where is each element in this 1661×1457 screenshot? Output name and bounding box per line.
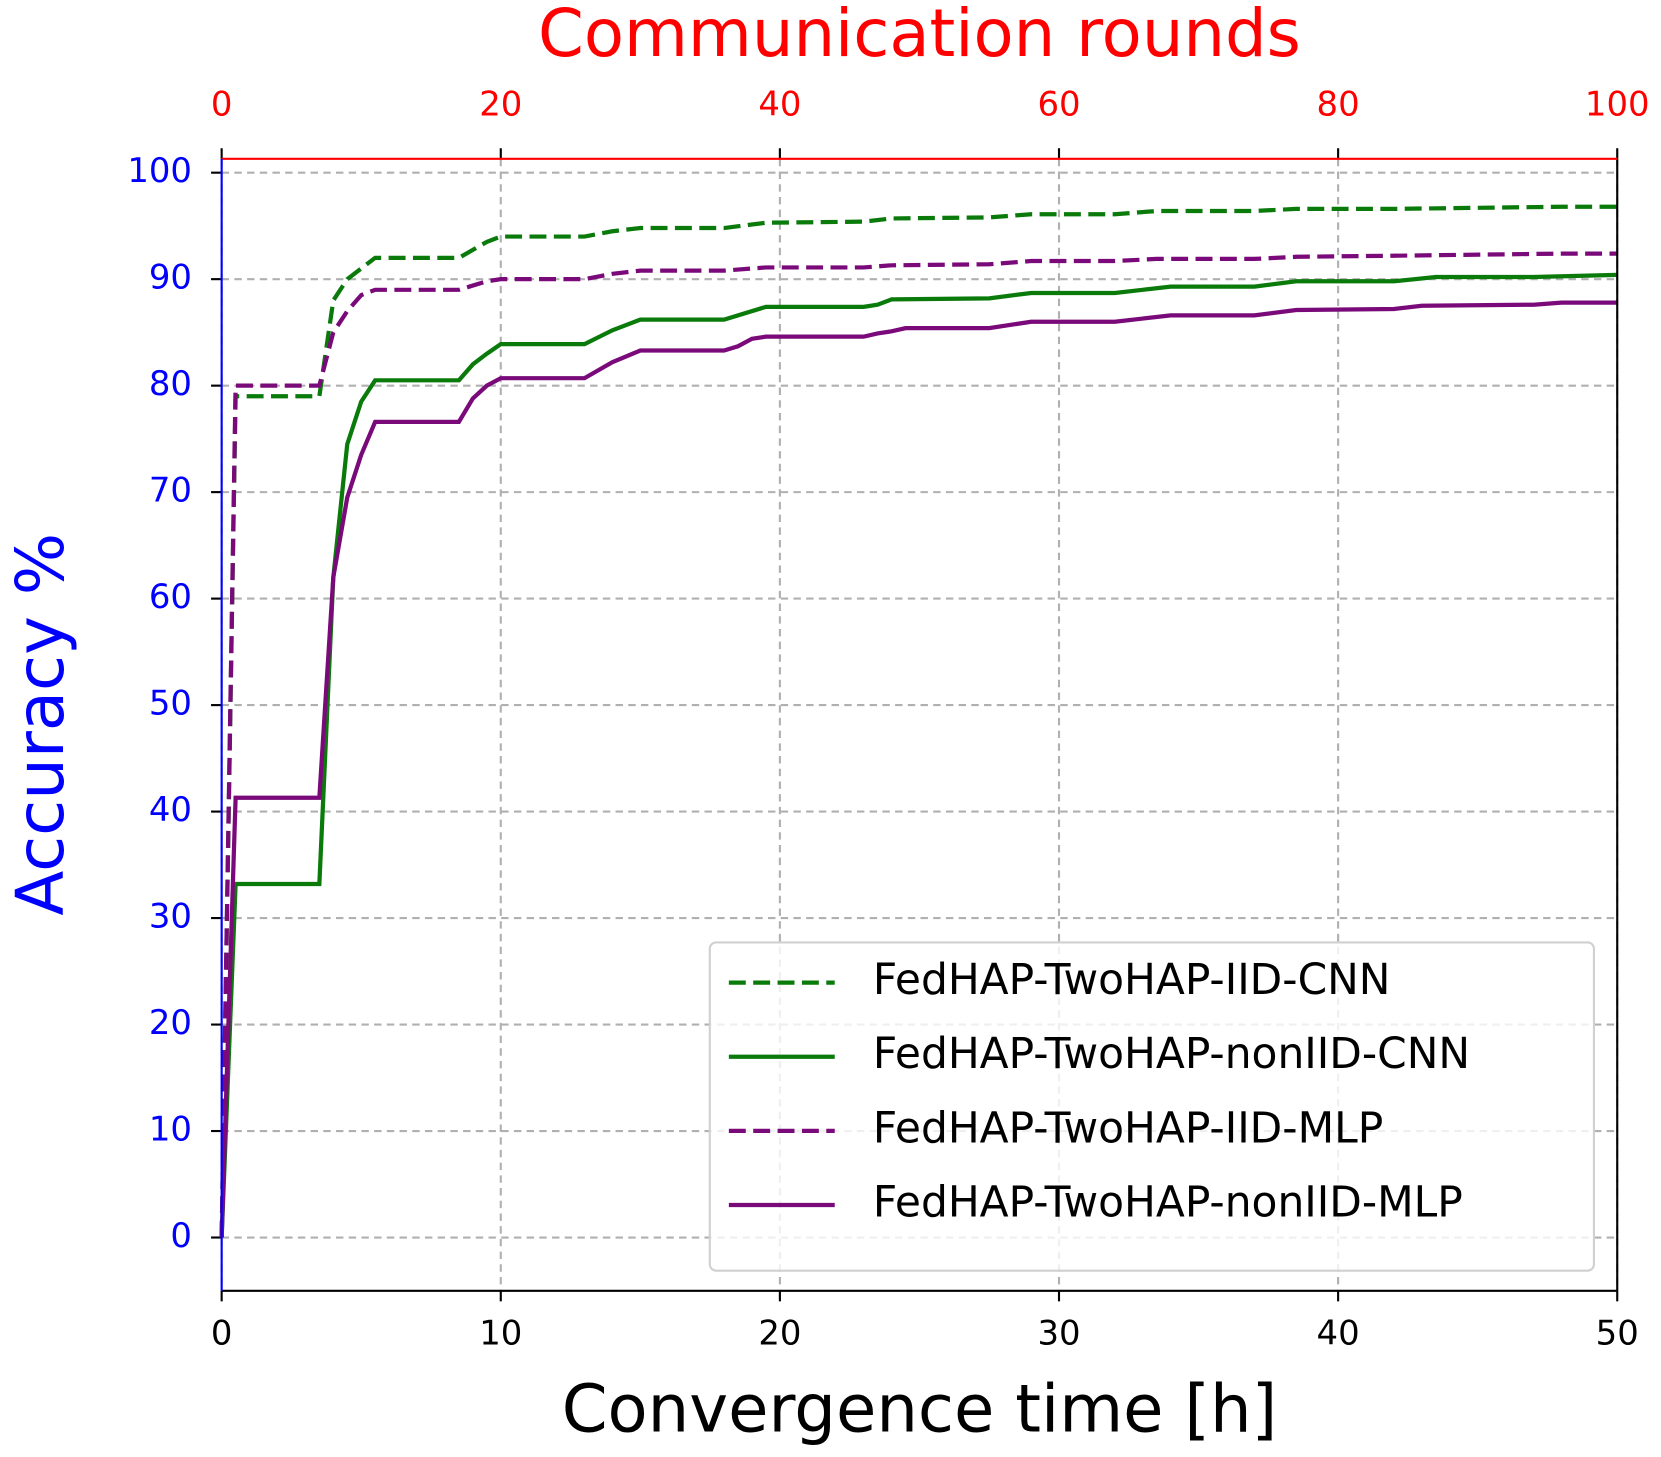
x-axis-label: Convergence time [h] [562, 1372, 1277, 1448]
x-tick-label: 50 [1596, 1314, 1639, 1353]
x2-tick-label: 80 [1317, 84, 1360, 123]
x-tick-label: 10 [479, 1314, 522, 1353]
legend-box [708, 941, 1596, 1272]
y-tick-label: 50 [149, 684, 192, 723]
x2-tick-label: 40 [758, 84, 801, 123]
y-tick-label: 0 [170, 1216, 192, 1255]
y-tick-label: 80 [149, 364, 192, 403]
x-tick-label: 40 [1317, 1314, 1360, 1353]
y-tick-label: 20 [149, 1003, 192, 1042]
data-line [219, 300, 1618, 1238]
x2-tick-label: 100 [1585, 84, 1650, 123]
x-tick-label: 20 [758, 1314, 801, 1353]
x2-axis-label: Communication rounds [538, 0, 1301, 72]
y-tick-label: 100 [127, 151, 192, 190]
y-tick-label: 30 [149, 897, 192, 936]
x-tick-label: 30 [1037, 1314, 1080, 1353]
y-tick-label: 40 [149, 790, 192, 829]
x2-tick-label: 60 [1037, 84, 1080, 123]
x2-tick-label: 20 [479, 84, 522, 123]
legend-label: FedHAP-TwoHAP-nonIID-CNN [873, 1029, 1470, 1078]
x-tick-label: 0 [211, 1314, 233, 1353]
data-line [219, 272, 1618, 1238]
legend-label: FedHAP-TwoHAP-nonIID-MLP [873, 1177, 1463, 1226]
y-tick-label: 90 [149, 258, 192, 297]
legend-label: FedHAP-TwoHAP-IID-MLP [873, 1103, 1383, 1152]
y-axis-label: Accuracy % [3, 533, 79, 916]
y-tick-label: 10 [149, 1110, 192, 1149]
legend-label: FedHAP-TwoHAP-IID-CNN [873, 955, 1391, 1004]
y-tick-label: 60 [149, 577, 192, 616]
data-line [219, 204, 1618, 1238]
y-tick-label: 70 [149, 471, 192, 510]
x2-tick-label: 0 [211, 84, 233, 123]
